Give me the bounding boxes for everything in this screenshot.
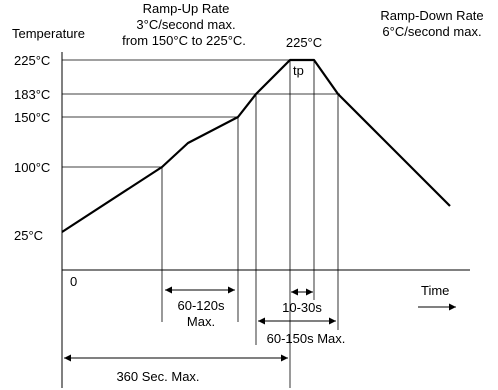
total-duration-label: 360 Sec. Max. <box>116 369 199 384</box>
tp-label: tp <box>293 63 304 78</box>
y-tick-183: 183°C <box>14 87 50 102</box>
reflow-profile-curve <box>61 58 451 233</box>
ramp-up-line-1: Ramp-Up Rate <box>143 1 230 16</box>
y-tick-150: 150°C <box>14 110 50 125</box>
y-tick-225: 225°C <box>14 53 50 68</box>
peak-duration-label: 10-30s <box>282 300 322 315</box>
y-tick-100: 100°C <box>14 160 50 175</box>
ramp-down-line-1: Ramp-Down Rate <box>380 8 483 23</box>
ramp-down-line-2: 6°C/second max. <box>382 24 481 39</box>
peak-temp-label: 225°C <box>286 35 322 50</box>
y-tick-25: 25°C <box>14 228 43 243</box>
y-axis-title: Temperature <box>12 26 85 41</box>
x-axis-title: Time <box>421 283 449 298</box>
preheat-max-label: Max. <box>187 314 215 329</box>
ramp-up-line-3: from 150°C to 225°C. <box>122 33 246 48</box>
x-origin-label: 0 <box>70 274 77 289</box>
preheat-duration-label: 60-120s <box>178 298 225 313</box>
ramp-up-line-2: 3°C/second max. <box>136 17 235 32</box>
liquidus-duration-label: 60-150s Max. <box>267 331 346 346</box>
